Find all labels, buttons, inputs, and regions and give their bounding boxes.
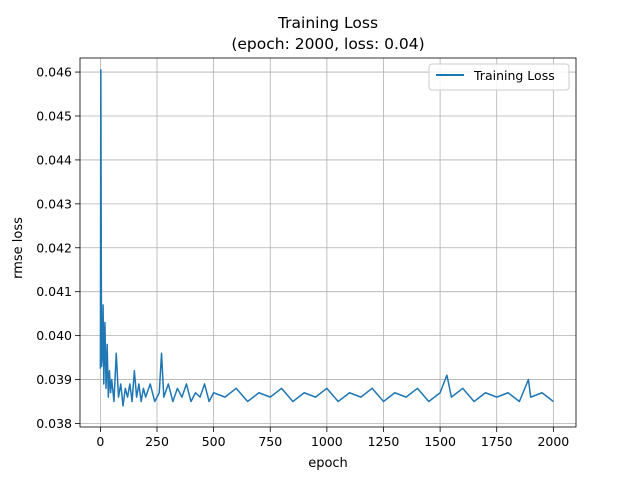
y-tick-label: 0.044 (36, 152, 72, 167)
y-axis-ticks: 0.038 0.039 0.040 0.041 0.042 0.043 0.044 0.045… (36, 65, 80, 431)
legend-box (428, 63, 570, 91)
x-axis-ticks: 0 250 500 750 1000 1250 1500 1750 2000 (96, 427, 569, 449)
chart-subtitle: (epoch: 2000, loss: 0.04) (231, 35, 424, 53)
x-tick-label: 2000 (537, 434, 569, 449)
series-line-training-loss (99, 69, 554, 407)
x-tick-label: 1250 (368, 434, 400, 449)
x-tick-label: 500 (202, 434, 226, 449)
legend-entry-training-loss: Training Loss (473, 68, 555, 83)
y-tick-label: 0.046 (36, 65, 72, 80)
axes-frame (79, 57, 577, 428)
axes (79, 57, 577, 428)
x-tick-label: 1000 (311, 434, 343, 449)
y-tick-label: 0.038 (36, 416, 72, 431)
x-tick-label: 1500 (424, 434, 456, 449)
x-axis-label: epoch (308, 456, 348, 471)
y-tick-label: 0.040 (36, 328, 72, 343)
y-tick-label: 0.043 (36, 196, 72, 211)
y-tick-label: 0.041 (36, 284, 72, 299)
plot-area (99, 69, 554, 407)
legend: Training Loss (428, 63, 570, 91)
chart-title: Training Loss (277, 14, 378, 32)
x-tick-label: 750 (258, 434, 282, 449)
x-tick-label: 250 (145, 434, 169, 449)
y-axis-label: rmse loss (11, 217, 26, 279)
y-tick-label: 0.045 (36, 108, 72, 123)
grid (80, 58, 576, 427)
x-tick-label: 1750 (481, 434, 513, 449)
x-tick-label: 0 (96, 434, 104, 449)
y-tick-label: 0.039 (36, 372, 72, 387)
y-tick-label: 0.042 (36, 240, 72, 255)
